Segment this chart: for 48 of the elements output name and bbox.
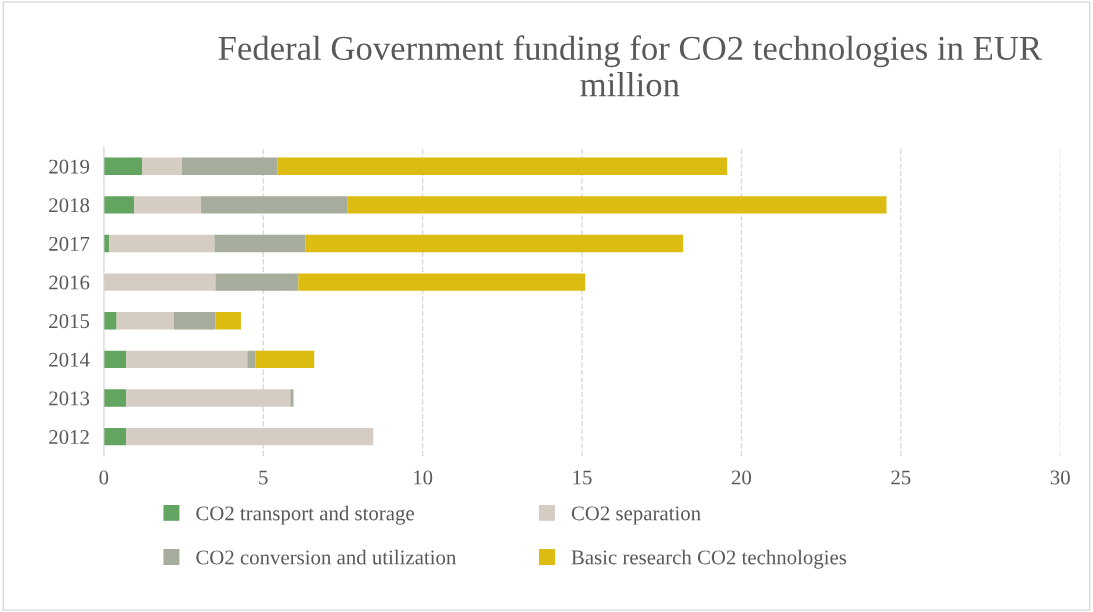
bar <box>103 273 216 291</box>
bar <box>134 196 202 214</box>
bar <box>103 389 127 407</box>
bar <box>298 273 586 291</box>
bar <box>126 427 374 446</box>
bar <box>103 234 110 253</box>
bar <box>290 389 294 407</box>
x-tick-label: 15 <box>573 470 592 485</box>
y-tick-label: 2018 <box>49 198 90 213</box>
bar <box>109 234 215 253</box>
legend-label: CO2 conversion and utilization <box>196 549 457 565</box>
y-tick-label: 2013 <box>49 391 90 406</box>
bar <box>277 157 728 175</box>
x-tick-label: 0 <box>99 470 109 485</box>
bar <box>103 350 127 369</box>
bar <box>255 350 315 369</box>
x-tick-label: 25 <box>891 470 911 485</box>
y-tick-label: 2015 <box>49 314 90 329</box>
bar <box>103 427 127 446</box>
bar <box>173 312 216 330</box>
bar <box>201 196 348 214</box>
bar <box>116 312 174 330</box>
bar <box>347 196 887 214</box>
bar <box>214 234 306 253</box>
x-tick-label: 20 <box>731 470 752 485</box>
bar <box>305 234 684 253</box>
bar <box>215 273 299 291</box>
bar <box>103 312 117 330</box>
bar <box>126 350 248 369</box>
bar <box>103 196 135 214</box>
legend-label: Basic research CO2 technologies <box>571 549 847 569</box>
bar <box>142 157 182 175</box>
chart-title: Federal Government funding for CO2 technologies in EUR million <box>218 35 1043 97</box>
x-tick-label: 5 <box>259 470 268 485</box>
y-tick-label: 2019 <box>49 159 90 174</box>
bar <box>181 157 278 175</box>
y-tick-label: 2012 <box>49 430 89 445</box>
legend-label: CO2 transport and storage <box>196 505 414 525</box>
bar <box>247 350 256 369</box>
y-tick-label: 2014 <box>49 352 90 367</box>
y-tick-label: 2017 <box>49 236 90 251</box>
bar <box>103 157 143 175</box>
bar <box>215 312 241 330</box>
x-tick-label: 10 <box>414 470 433 485</box>
y-tick-label: 2016 <box>49 275 90 290</box>
legend-label: CO2 separation <box>571 506 701 525</box>
x-tick-label: 30 <box>1050 470 1070 485</box>
bar <box>126 389 291 407</box>
